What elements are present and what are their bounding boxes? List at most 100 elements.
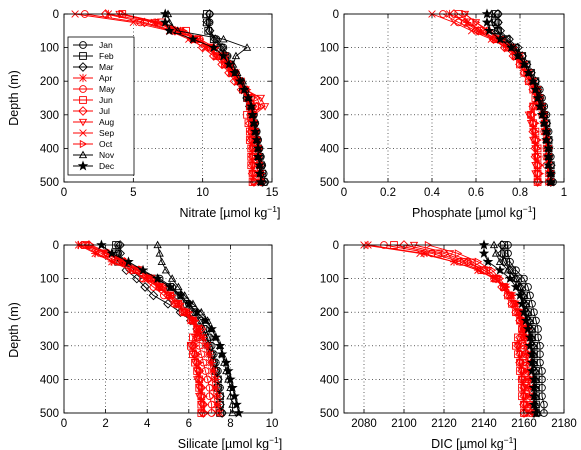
dic-point-dec [494,264,506,275]
silicate-point-dec [223,365,234,376]
silicate-point-apr [107,257,116,266]
silicate-point-sep [210,384,218,392]
nitrate-point-sep [212,52,221,60]
silicate-point-nov [157,257,166,265]
silicate-point-sep [210,392,218,400]
silicate-xtick-label: 8 [227,418,233,430]
nitrate-axes-frame [63,13,273,183]
phosphate-point-dec [543,151,554,162]
dic-point-oct [516,341,525,350]
legend-marker [78,73,88,83]
nitrate-point-dec [160,16,171,27]
dic-point-sep [510,300,518,308]
silicate-ytick-label: 200 [40,307,59,319]
nitrate-ylabel: Depth (m) [7,70,21,126]
nitrate-series-dec [160,8,267,187]
phosphate-point-feb [491,18,500,27]
dic-ytick-label: 0 [333,240,339,252]
legend-label: Nov [99,150,115,160]
dic-plot-area: 2080 2100 2120 2140 2160 2180 0 100 200 300 400 500 [320,239,577,430]
dic-point-jul [463,256,473,267]
silicate-xtick-label: 10 [266,418,279,430]
phosphate-axes-background [344,14,564,182]
dic-ytick-label: 200 [320,307,339,319]
nitrate-point-dec [187,33,199,44]
dic-point-oct [520,383,529,392]
nitrate-point-mar [217,42,227,53]
nitrate-point-dec [248,117,260,128]
silicate-point-oct [160,282,169,292]
legend-marker [79,129,87,137]
legend-entry-may: May [73,84,116,94]
silicate-point-dec [229,390,240,401]
silicate-point-sep [126,266,135,274]
legend-label: Aug [99,117,114,127]
legend-entry-aug: Aug [73,117,114,127]
phosphate-ytick-label: 0 [333,9,339,21]
silicate-point-oct [196,358,204,367]
nitrate-point-dec [239,84,250,95]
dic-xtick-label: 2080 [351,418,377,430]
nitrate-point-mar [204,25,215,36]
silicate-point-apr [91,249,100,258]
silicate-point-oct [200,400,208,409]
silicate-point-mar [148,290,159,301]
silicate-point-nov [161,265,171,274]
phosphate-series-dec [481,8,557,187]
silicate-point-apr [207,358,216,367]
dic-point-jun [434,249,442,258]
legend-box [67,36,135,176]
legend-marker [79,41,87,49]
nitrate-ytick-label: 100 [40,43,59,55]
dic-xtick-label: 2100 [391,418,417,430]
silicate-point-dec [221,357,232,368]
dic-series-sep [360,241,534,417]
legend-entry-jan: Jan [73,40,113,50]
phosphate-point-dec [541,126,552,137]
silicate-xtick-label: 6 [186,418,192,430]
silicate-point-may [197,350,206,359]
dic-point-sep [500,283,508,291]
nitrate-xtick-label: 0 [61,187,67,199]
nitrate-point-aug [212,52,221,61]
dic-point-sep [490,274,498,283]
dic-series-jan [504,241,548,417]
nitrate-ytick-label: 300 [40,110,59,122]
nitrate-point-sep [129,18,138,27]
legend-marker [78,150,88,159]
phosphate-xtick-label: 0.4 [424,187,441,199]
phosphate-xtick-label: 0 [341,187,347,199]
phosphate-point-apr [463,18,472,27]
dic-point-jan [504,249,512,258]
nitrate-point-dec [223,58,235,69]
silicate-point-apr [211,375,220,384]
silicate-point-dec [183,298,195,309]
nitrate-point-jul [208,51,219,61]
dic-xtick-label: 2140 [471,418,497,430]
phosphate-point-oct [532,127,540,136]
phosphate-point-dec [534,100,546,111]
dic-point-nov [503,265,513,274]
nitrate-xtick-label: 5 [130,187,136,199]
silicate-point-nov [174,282,183,291]
legend-marker [79,85,87,93]
silicate-xtick-label: 4 [144,418,151,430]
silicate-xtick-label: 0 [61,418,67,430]
silicate-point-apr [211,383,220,392]
phosphate-point-dec [519,58,530,69]
dic-point-jan [506,257,514,266]
dic-point-dec [526,365,538,376]
dic-xtick-label: 2120 [431,418,457,430]
silicate-point-sep [93,249,101,258]
nitrate-ytick-label: 0 [53,9,59,21]
nitrate-point-oct [250,161,259,170]
legend-entry-jun: Jun [73,95,113,105]
dic-point-oct [508,291,517,300]
dic-point-dec [504,273,516,284]
nitrate-point-oct [249,152,257,161]
dic-point-oct [520,333,529,342]
dic-point-dec [526,357,538,368]
